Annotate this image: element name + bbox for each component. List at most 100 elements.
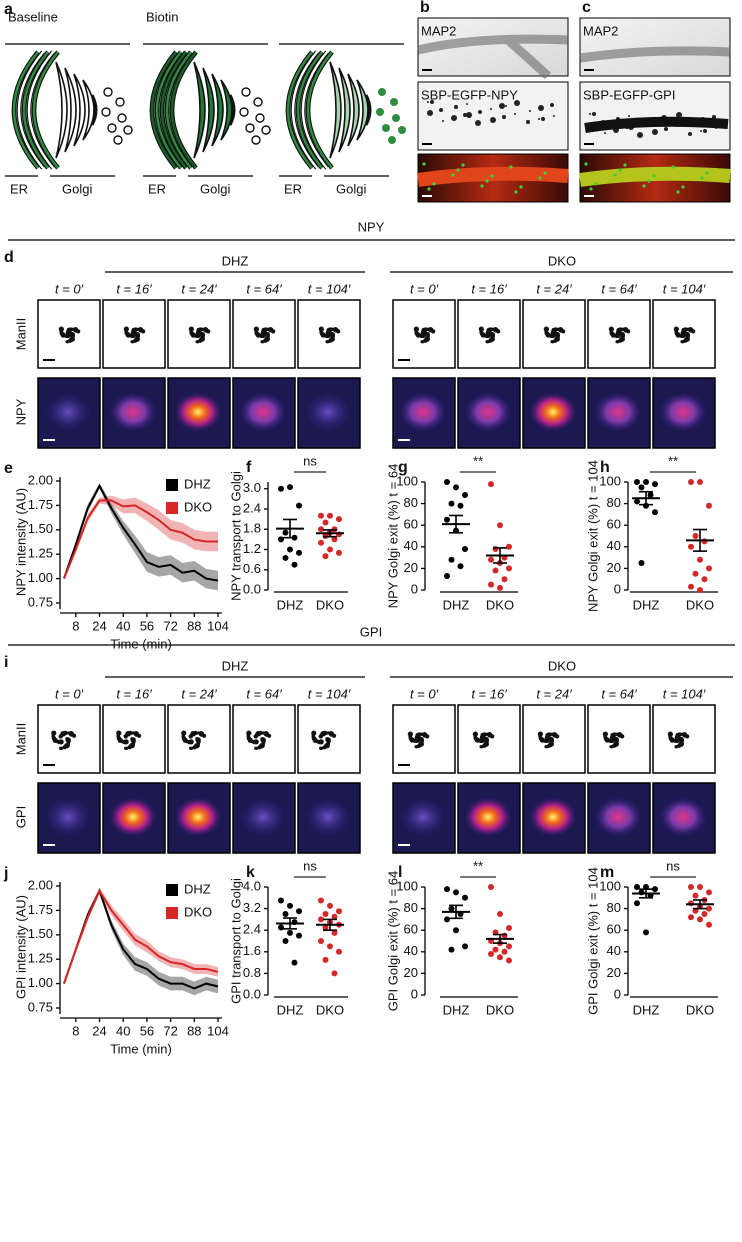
y-axis-label: GPI transport to Golgi bbox=[228, 878, 243, 1004]
x-tick-label: 72 bbox=[163, 618, 177, 633]
cell-signal bbox=[109, 392, 157, 432]
golgi-signal bbox=[257, 730, 263, 735]
vesicle bbox=[261, 125, 271, 135]
series-line bbox=[63, 499, 218, 579]
puncta bbox=[442, 120, 444, 122]
panel-letter: i bbox=[4, 654, 8, 671]
golgi-signal bbox=[608, 326, 614, 332]
vesicle bbox=[123, 125, 133, 135]
vesicle bbox=[245, 123, 255, 133]
data-point bbox=[647, 491, 654, 498]
data-point bbox=[282, 911, 289, 917]
golgi-signal bbox=[189, 746, 194, 750]
puncta bbox=[451, 173, 455, 177]
golgi-signal bbox=[674, 330, 678, 334]
y-tick-label: 1.25 bbox=[28, 951, 53, 966]
golgi-signal bbox=[619, 336, 625, 342]
golgi-signal bbox=[613, 741, 619, 747]
golgi-signal bbox=[678, 334, 682, 338]
panel-letter: a bbox=[4, 1, 13, 18]
data-point bbox=[492, 545, 499, 552]
golgi-signal bbox=[414, 735, 419, 740]
golgi-signal bbox=[622, 327, 629, 333]
panel-letter: f bbox=[246, 459, 252, 476]
golgi-signal bbox=[129, 742, 135, 749]
puncta bbox=[604, 132, 606, 134]
y-axis-label: NPY intensity (AU) bbox=[13, 488, 28, 596]
golgi-signal bbox=[324, 742, 330, 749]
golgi-signal bbox=[195, 330, 200, 335]
golgi-signal bbox=[548, 334, 552, 338]
puncta bbox=[652, 129, 658, 135]
er-label: ER bbox=[148, 181, 166, 196]
golgi-signal bbox=[486, 732, 493, 738]
er-lumen bbox=[291, 51, 318, 169]
puncta bbox=[466, 103, 468, 105]
data-point bbox=[706, 905, 712, 912]
time-label: t = 104′ bbox=[663, 281, 706, 296]
puncta bbox=[589, 113, 591, 115]
y-tick-label: 60 bbox=[607, 922, 621, 937]
data-point bbox=[488, 950, 494, 957]
x-tick-label: 24 bbox=[92, 618, 106, 633]
cell-signal bbox=[529, 392, 577, 432]
golgi-signal bbox=[332, 327, 339, 333]
golgi-signal bbox=[194, 742, 200, 749]
y-tick-label: 0.75 bbox=[28, 594, 53, 609]
golgi-signal bbox=[64, 742, 70, 749]
x-tick-label: 72 bbox=[163, 1023, 177, 1038]
golgi-signal bbox=[63, 334, 67, 338]
er-lumen bbox=[160, 51, 187, 169]
golgi-signal bbox=[418, 736, 424, 743]
golgi-signal bbox=[615, 330, 620, 335]
y-axis-label: GPI Golgi exit (%) t = 104 bbox=[585, 867, 600, 1015]
puncta bbox=[676, 190, 680, 194]
time-label: t = 104′ bbox=[308, 686, 351, 701]
puncta bbox=[538, 118, 540, 120]
data-point bbox=[634, 498, 640, 505]
puncta bbox=[589, 187, 593, 191]
y-tick-label: 1.75 bbox=[28, 902, 53, 917]
data-point bbox=[331, 929, 338, 936]
golgi-signal bbox=[131, 340, 135, 344]
golgi-signal bbox=[72, 327, 79, 333]
significance-label: ** bbox=[473, 858, 483, 873]
golgi-signal bbox=[472, 731, 478, 737]
time-label: t = 16′ bbox=[116, 686, 152, 701]
golgi-signal bbox=[66, 340, 70, 344]
vesicle bbox=[388, 136, 396, 144]
y-tick-label: 80 bbox=[607, 900, 621, 915]
golgi-signal bbox=[188, 734, 193, 739]
dendrite bbox=[579, 46, 731, 63]
puncta bbox=[502, 115, 506, 119]
data-point bbox=[501, 932, 508, 939]
cell-signal bbox=[659, 797, 707, 837]
golgi-signal bbox=[260, 330, 265, 335]
golgi-signal bbox=[134, 331, 140, 338]
golgi-signal bbox=[193, 334, 197, 338]
data-point bbox=[634, 884, 640, 890]
y-axis-label: NPY Golgi exit (%) t = 104 bbox=[585, 460, 600, 612]
y-tick-label: 100 bbox=[396, 878, 418, 893]
golgi-signal bbox=[318, 734, 323, 739]
golgi-tgn bbox=[364, 94, 372, 126]
stage-title: Baseline bbox=[8, 9, 58, 24]
golgi-signal bbox=[202, 327, 209, 333]
data-point bbox=[331, 536, 338, 543]
golgi-tgn bbox=[228, 94, 236, 126]
data-point bbox=[506, 925, 512, 932]
y-tick-label: 20 bbox=[404, 560, 418, 575]
significance-label: ns bbox=[303, 453, 317, 468]
golgi-signal bbox=[483, 741, 489, 747]
data-point bbox=[448, 905, 455, 912]
vesicle bbox=[103, 87, 113, 97]
x-tick-label: DHZ bbox=[633, 1002, 660, 1017]
puncta bbox=[543, 171, 547, 175]
puncta bbox=[592, 112, 596, 116]
y-tick-label: 1.50 bbox=[28, 926, 53, 941]
time-label: t = 104′ bbox=[308, 281, 351, 296]
x-tick-label: DKO bbox=[316, 597, 344, 612]
golgi-signal bbox=[55, 740, 59, 744]
vesicle bbox=[115, 97, 125, 107]
panel-letter: l bbox=[398, 864, 402, 881]
